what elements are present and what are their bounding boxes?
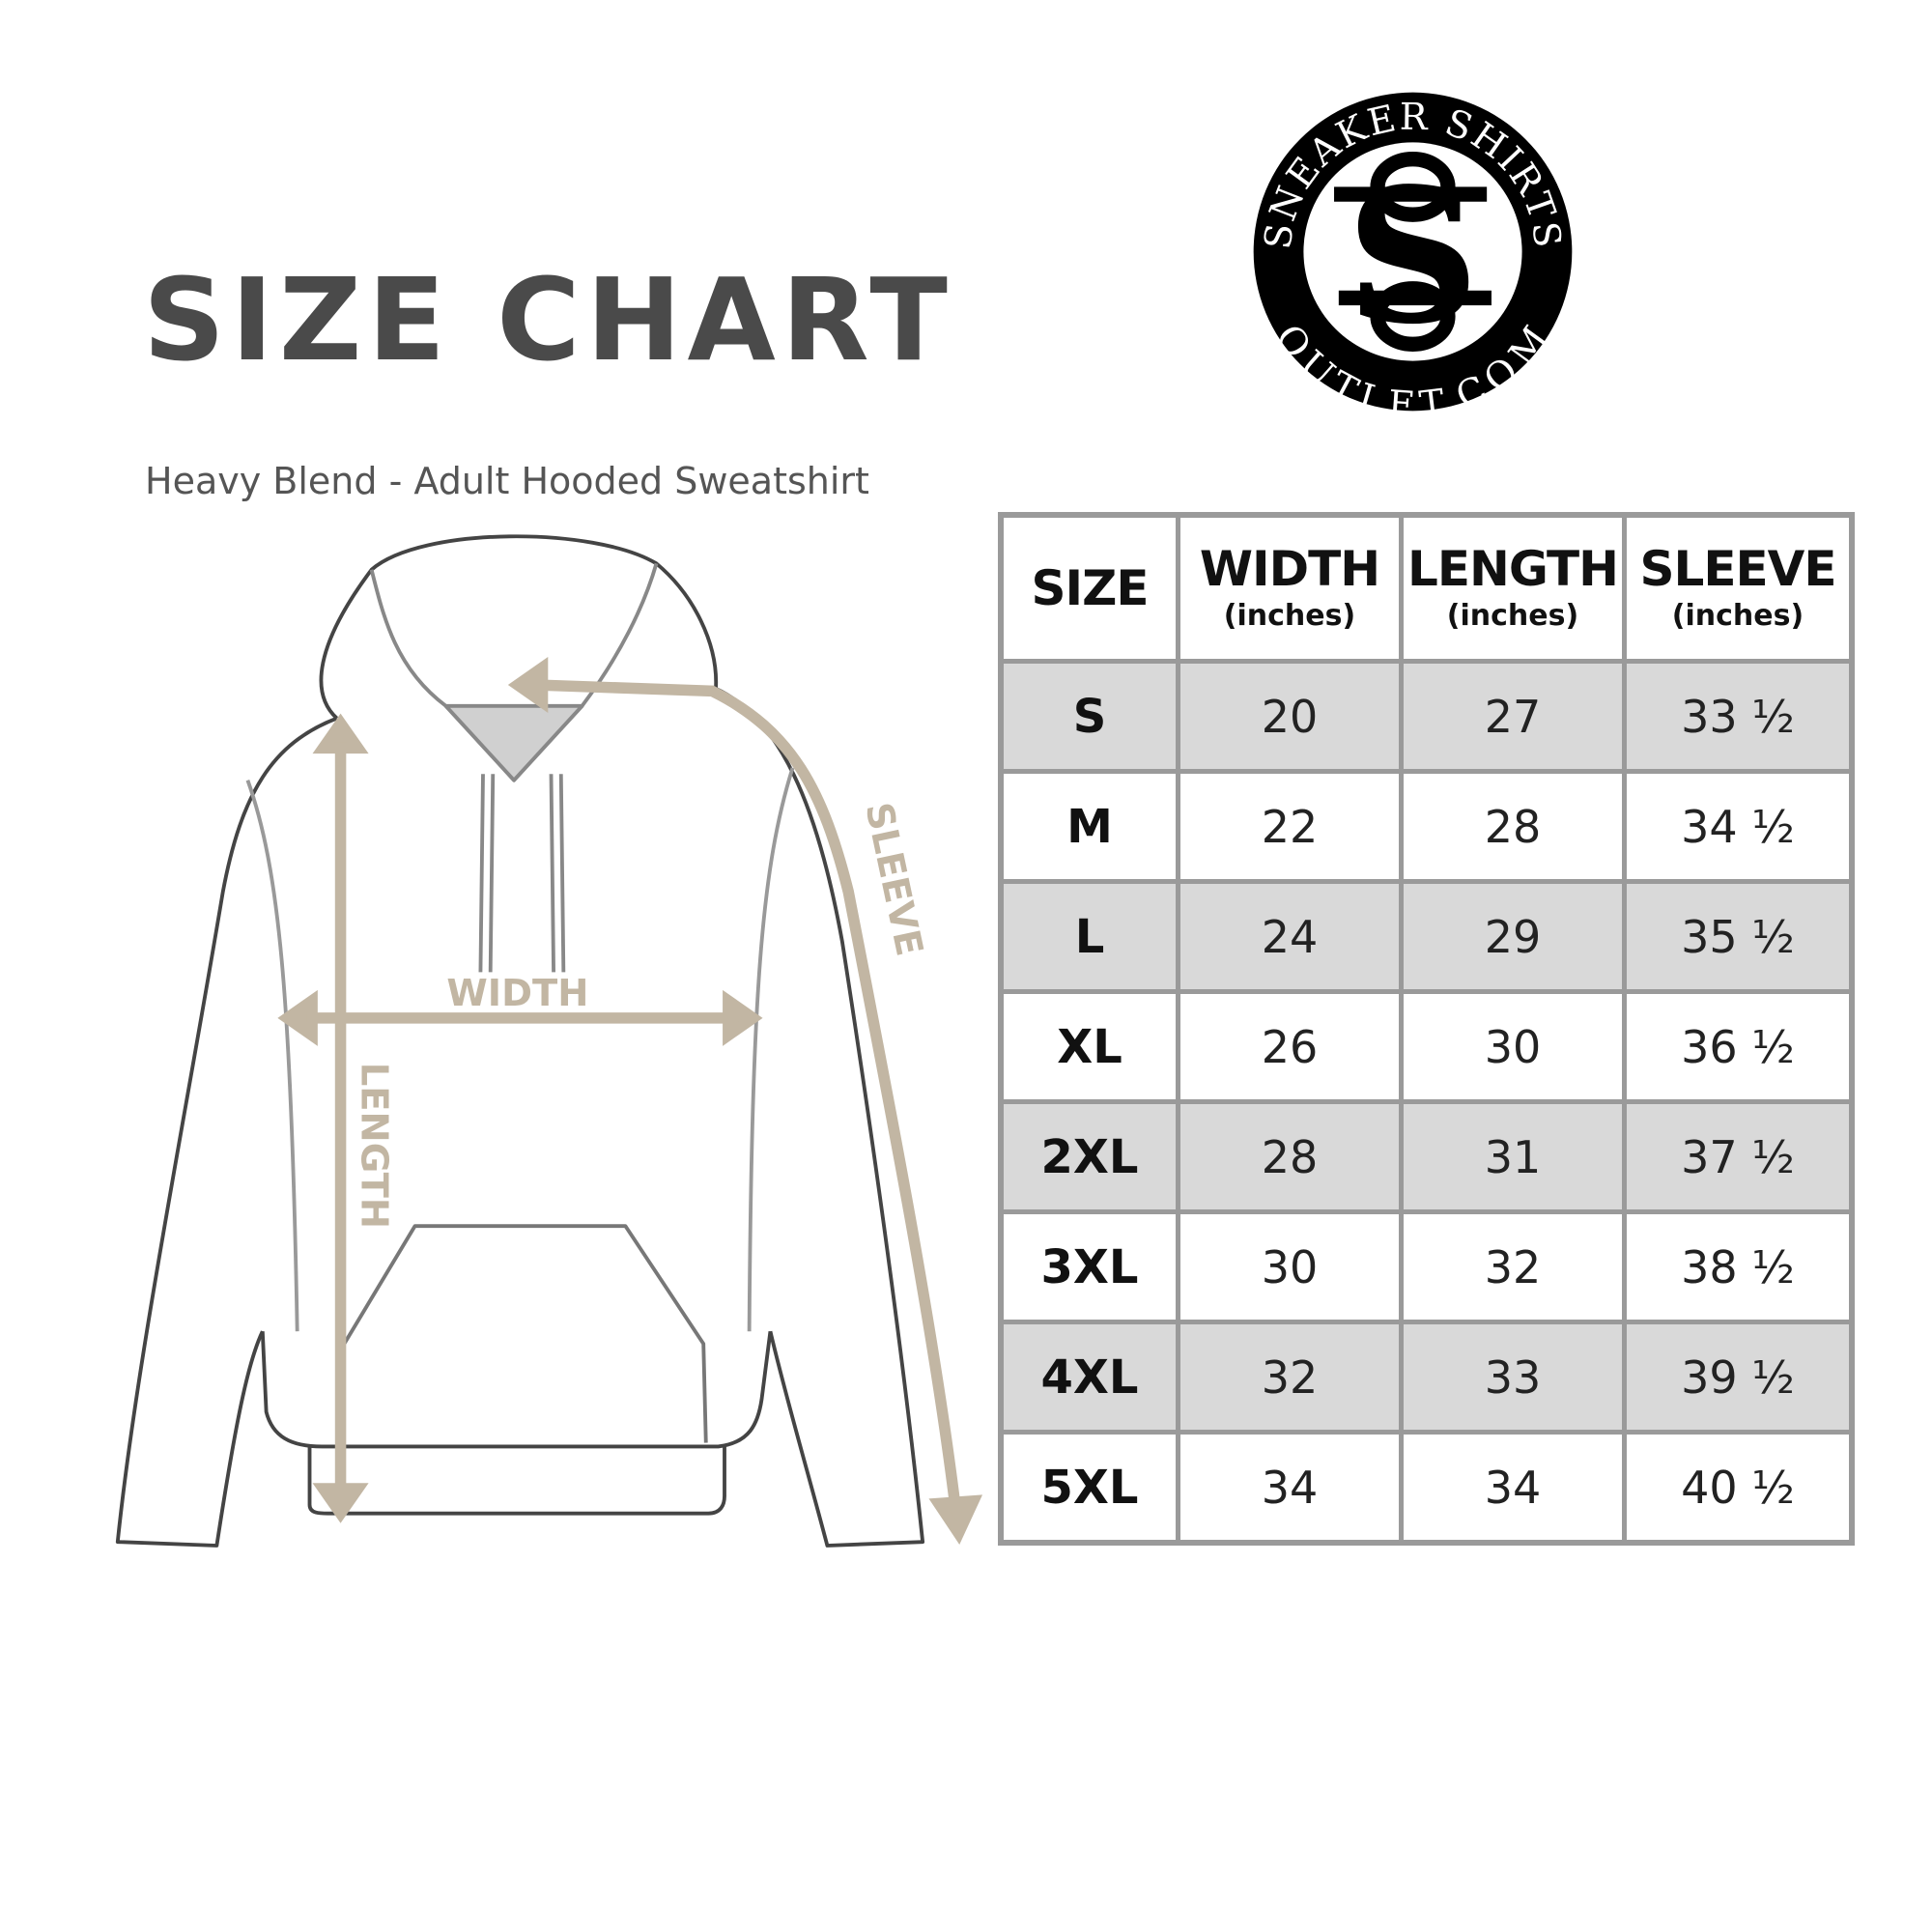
sleeve-label: SLEEVE: [856, 799, 930, 960]
header-unit: (inches): [1223, 598, 1356, 633]
header-label: WIDTH: [1199, 540, 1380, 597]
arrow-head: [312, 1483, 369, 1523]
size-cell: M: [998, 769, 1180, 884]
measurement-cell: 34: [1399, 1430, 1627, 1546]
measurement-cell: 32: [1399, 1209, 1627, 1324]
measurement-cell: 20: [1176, 659, 1404, 774]
header-label: SLEEVE: [1639, 540, 1836, 597]
table-row: L 24 29 35 ½: [998, 879, 1855, 994]
size-cell: 4XL: [998, 1320, 1180, 1435]
size-cell: S: [998, 659, 1180, 774]
width-label: WIDTH: [446, 972, 588, 1015]
arrow-head: [507, 656, 549, 714]
measurement-cell: 34: [1176, 1430, 1404, 1546]
header-label: SIZE: [1031, 560, 1149, 616]
arrow-head: [723, 989, 763, 1046]
measurement-cell: 27: [1399, 659, 1627, 774]
table-row: 3XL 30 32 38 ½: [998, 1209, 1855, 1324]
size-cell: XL: [998, 989, 1180, 1104]
header-unit: (inches): [1671, 598, 1804, 633]
column-header-length: LENGTH (inches): [1399, 512, 1627, 664]
measurement-cell: 39 ½: [1622, 1320, 1855, 1435]
measurement-cell: 36 ½: [1622, 989, 1855, 1104]
page-title: SIZE CHART: [143, 253, 953, 386]
measurement-cell: 34 ½: [1622, 769, 1855, 884]
table-row: S 20 27 33 ½: [998, 659, 1855, 774]
measurement-cell: 31: [1399, 1099, 1627, 1214]
size-cell: 2XL: [998, 1099, 1180, 1214]
measurement-cell: 37 ½: [1622, 1099, 1855, 1214]
arrow-head: [312, 713, 369, 754]
measurement-cell: 33 ½: [1622, 659, 1855, 774]
size-cell: 3XL: [998, 1209, 1180, 1324]
table-row: XL 26 30 36 ½: [998, 989, 1855, 1104]
column-header-size: SIZE: [998, 512, 1180, 664]
arrow-head: [928, 1494, 983, 1545]
measurement-cell: 28: [1176, 1099, 1404, 1214]
table-row: 4XL 32 33 39 ½: [998, 1320, 1855, 1435]
measurement-cell: 24: [1176, 879, 1404, 994]
arrow-head: [277, 989, 318, 1046]
column-header-sleeve: SLEEVE (inches): [1622, 512, 1855, 664]
measurement-cell: 26: [1176, 989, 1404, 1104]
header-unit: (inches): [1446, 598, 1579, 633]
table-row: 5XL 34 34 40 ½: [998, 1430, 1855, 1546]
size-cell: L: [998, 879, 1180, 994]
measurement-cell: 40 ½: [1622, 1430, 1855, 1546]
measurement-cell: 32: [1176, 1320, 1404, 1435]
size-cell: 5XL: [998, 1430, 1180, 1546]
measurement-cell: 33: [1399, 1320, 1627, 1435]
measurement-cell: 30: [1399, 989, 1627, 1104]
brand-logo: SNEAKER SHIRTS OUTLET.COM S: [1253, 92, 1573, 418]
svg-text:S: S: [1346, 148, 1479, 365]
measurement-arrows: [277, 656, 983, 1545]
length-label: LENGTH: [352, 1063, 395, 1229]
size-table: SIZE WIDTH (inches) LENGTH (inches) SLEEVE (in…: [998, 512, 1855, 1546]
column-header-width: WIDTH (inches): [1176, 512, 1404, 664]
product-subtitle: Heavy Blend - Adult Hooded Sweatshirt: [145, 460, 869, 502]
measurement-cell: 29: [1399, 879, 1627, 994]
measurement-cell: 38 ½: [1622, 1209, 1855, 1324]
sleeve-arrow: [534, 679, 962, 1515]
table-row: 2XL 28 31 37 ½: [998, 1099, 1855, 1214]
hoodie-outline: [115, 534, 925, 1548]
measurement-cell: 30: [1176, 1209, 1404, 1324]
table-header-row: SIZE WIDTH (inches) LENGTH (inches) SLEEVE (in…: [998, 512, 1855, 664]
measurement-cell: 35 ½: [1622, 879, 1855, 994]
header-label: LENGTH: [1407, 540, 1619, 597]
table-row: M 22 28 34 ½: [998, 769, 1855, 884]
measurement-cell: 22: [1176, 769, 1404, 884]
measurement-cell: 28: [1399, 769, 1627, 884]
